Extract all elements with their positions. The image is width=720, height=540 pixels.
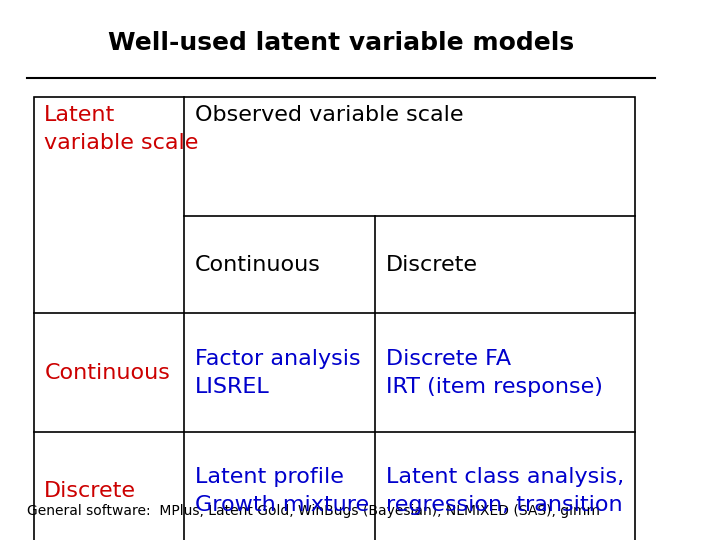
Bar bbox=[34, 97, 635, 540]
Text: General software:  MPlus, Latent Gold, WinBugs (Bayesian), NLMIXED (SAS), glmm: General software: MPlus, Latent Gold, Wi… bbox=[27, 504, 600, 518]
Text: Latent
variable scale: Latent variable scale bbox=[45, 105, 199, 153]
Text: Latent profile
Growth mixture: Latent profile Growth mixture bbox=[194, 468, 369, 515]
Text: Continuous: Continuous bbox=[45, 362, 170, 383]
Text: Latent class analysis,
regression, transition: Latent class analysis, regression, trans… bbox=[386, 468, 624, 515]
Text: Discrete FA
IRT (item response): Discrete FA IRT (item response) bbox=[386, 349, 603, 396]
Text: Discrete: Discrete bbox=[45, 481, 136, 502]
Text: Well-used latent variable models: Well-used latent variable models bbox=[108, 31, 575, 55]
Text: Factor analysis
LISREL: Factor analysis LISREL bbox=[194, 349, 360, 396]
Text: Observed variable scale: Observed variable scale bbox=[194, 105, 463, 125]
Text: Continuous: Continuous bbox=[194, 254, 320, 275]
Text: Discrete: Discrete bbox=[386, 254, 477, 275]
